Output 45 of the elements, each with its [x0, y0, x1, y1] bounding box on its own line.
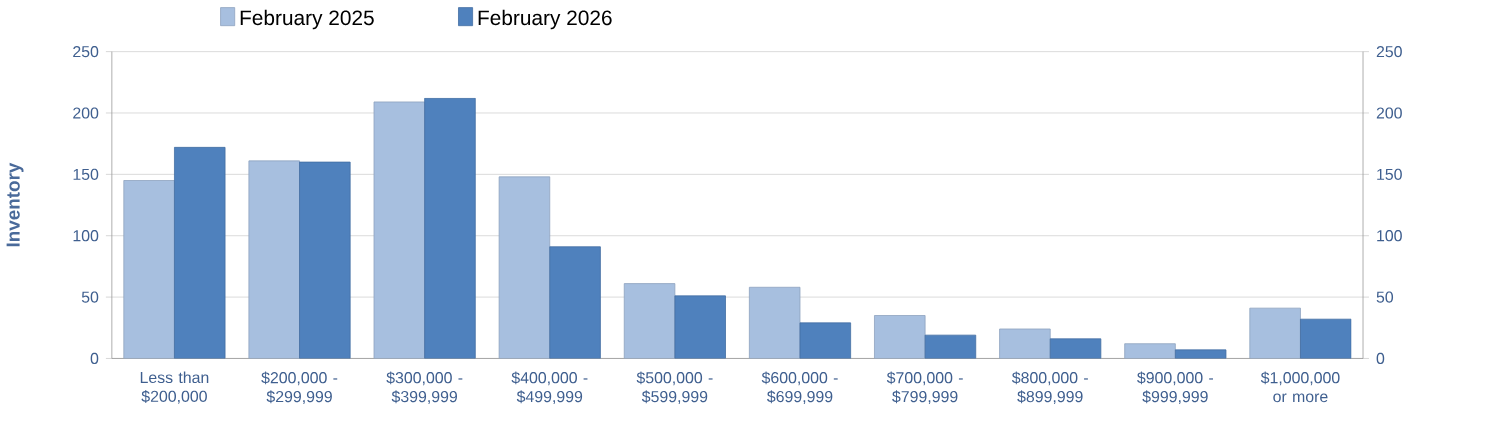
bar [748, 286, 801, 359]
y-tick-label: 150 [73, 168, 99, 180]
bar [123, 180, 175, 359]
bar [874, 315, 926, 359]
x-tick-label: $600,000 - $699,999 [761, 371, 838, 405]
y-tick-label: 50 [81, 291, 99, 303]
y2-tick-label: 250 [1376, 46, 1402, 58]
y2-tick-label: 100 [1377, 230, 1402, 242]
y-tick-label: 200 [73, 107, 99, 119]
x-tick-label: $300,000 - $399,999 [386, 371, 463, 405]
y2-tick-label: 50 [1376, 291, 1394, 303]
bar [174, 146, 226, 359]
bar [1249, 307, 1301, 359]
bar [1174, 349, 1227, 359]
x-tick-label: $400,000 - $499,999 [511, 371, 588, 405]
bar [549, 246, 601, 359]
bar [373, 101, 426, 359]
bar [299, 161, 351, 359]
y2-tick-label: 200 [1376, 107, 1402, 119]
x-tick-label: $200,000 - $299,999 [261, 371, 338, 405]
legend-label: February 2025 [240, 9, 374, 30]
bar [623, 283, 676, 359]
bar [1049, 338, 1102, 359]
bar [799, 322, 852, 359]
bar [999, 328, 1051, 359]
bar [248, 160, 300, 359]
bar [1300, 318, 1352, 359]
x-tick-label: Less than $200,000 [140, 371, 209, 404]
bar [674, 295, 726, 359]
x-tick-label: $900,000 - $999,999 [1137, 371, 1214, 405]
bar [1124, 343, 1176, 359]
y2-tick-label: 150 [1377, 168, 1402, 180]
y-tick-label: 0 [90, 352, 99, 365]
x-tick-label: $1,000,000 or more [1260, 371, 1340, 403]
bar [498, 176, 551, 359]
legend-label: February 2026 [478, 9, 612, 30]
y-axis-title: Inventory [6, 162, 24, 247]
x-tick-label: $700,000 - $799,999 [886, 371, 963, 405]
x-tick-label: $800,000 - $899,999 [1011, 371, 1088, 405]
y-tick-label: 250 [73, 46, 99, 58]
x-tick-label: $500,000 - $599,999 [636, 371, 713, 405]
bar [424, 97, 476, 359]
bar [924, 334, 977, 359]
y-tick-label: 100 [73, 230, 99, 242]
y2-tick-label: 0 [1376, 352, 1385, 365]
